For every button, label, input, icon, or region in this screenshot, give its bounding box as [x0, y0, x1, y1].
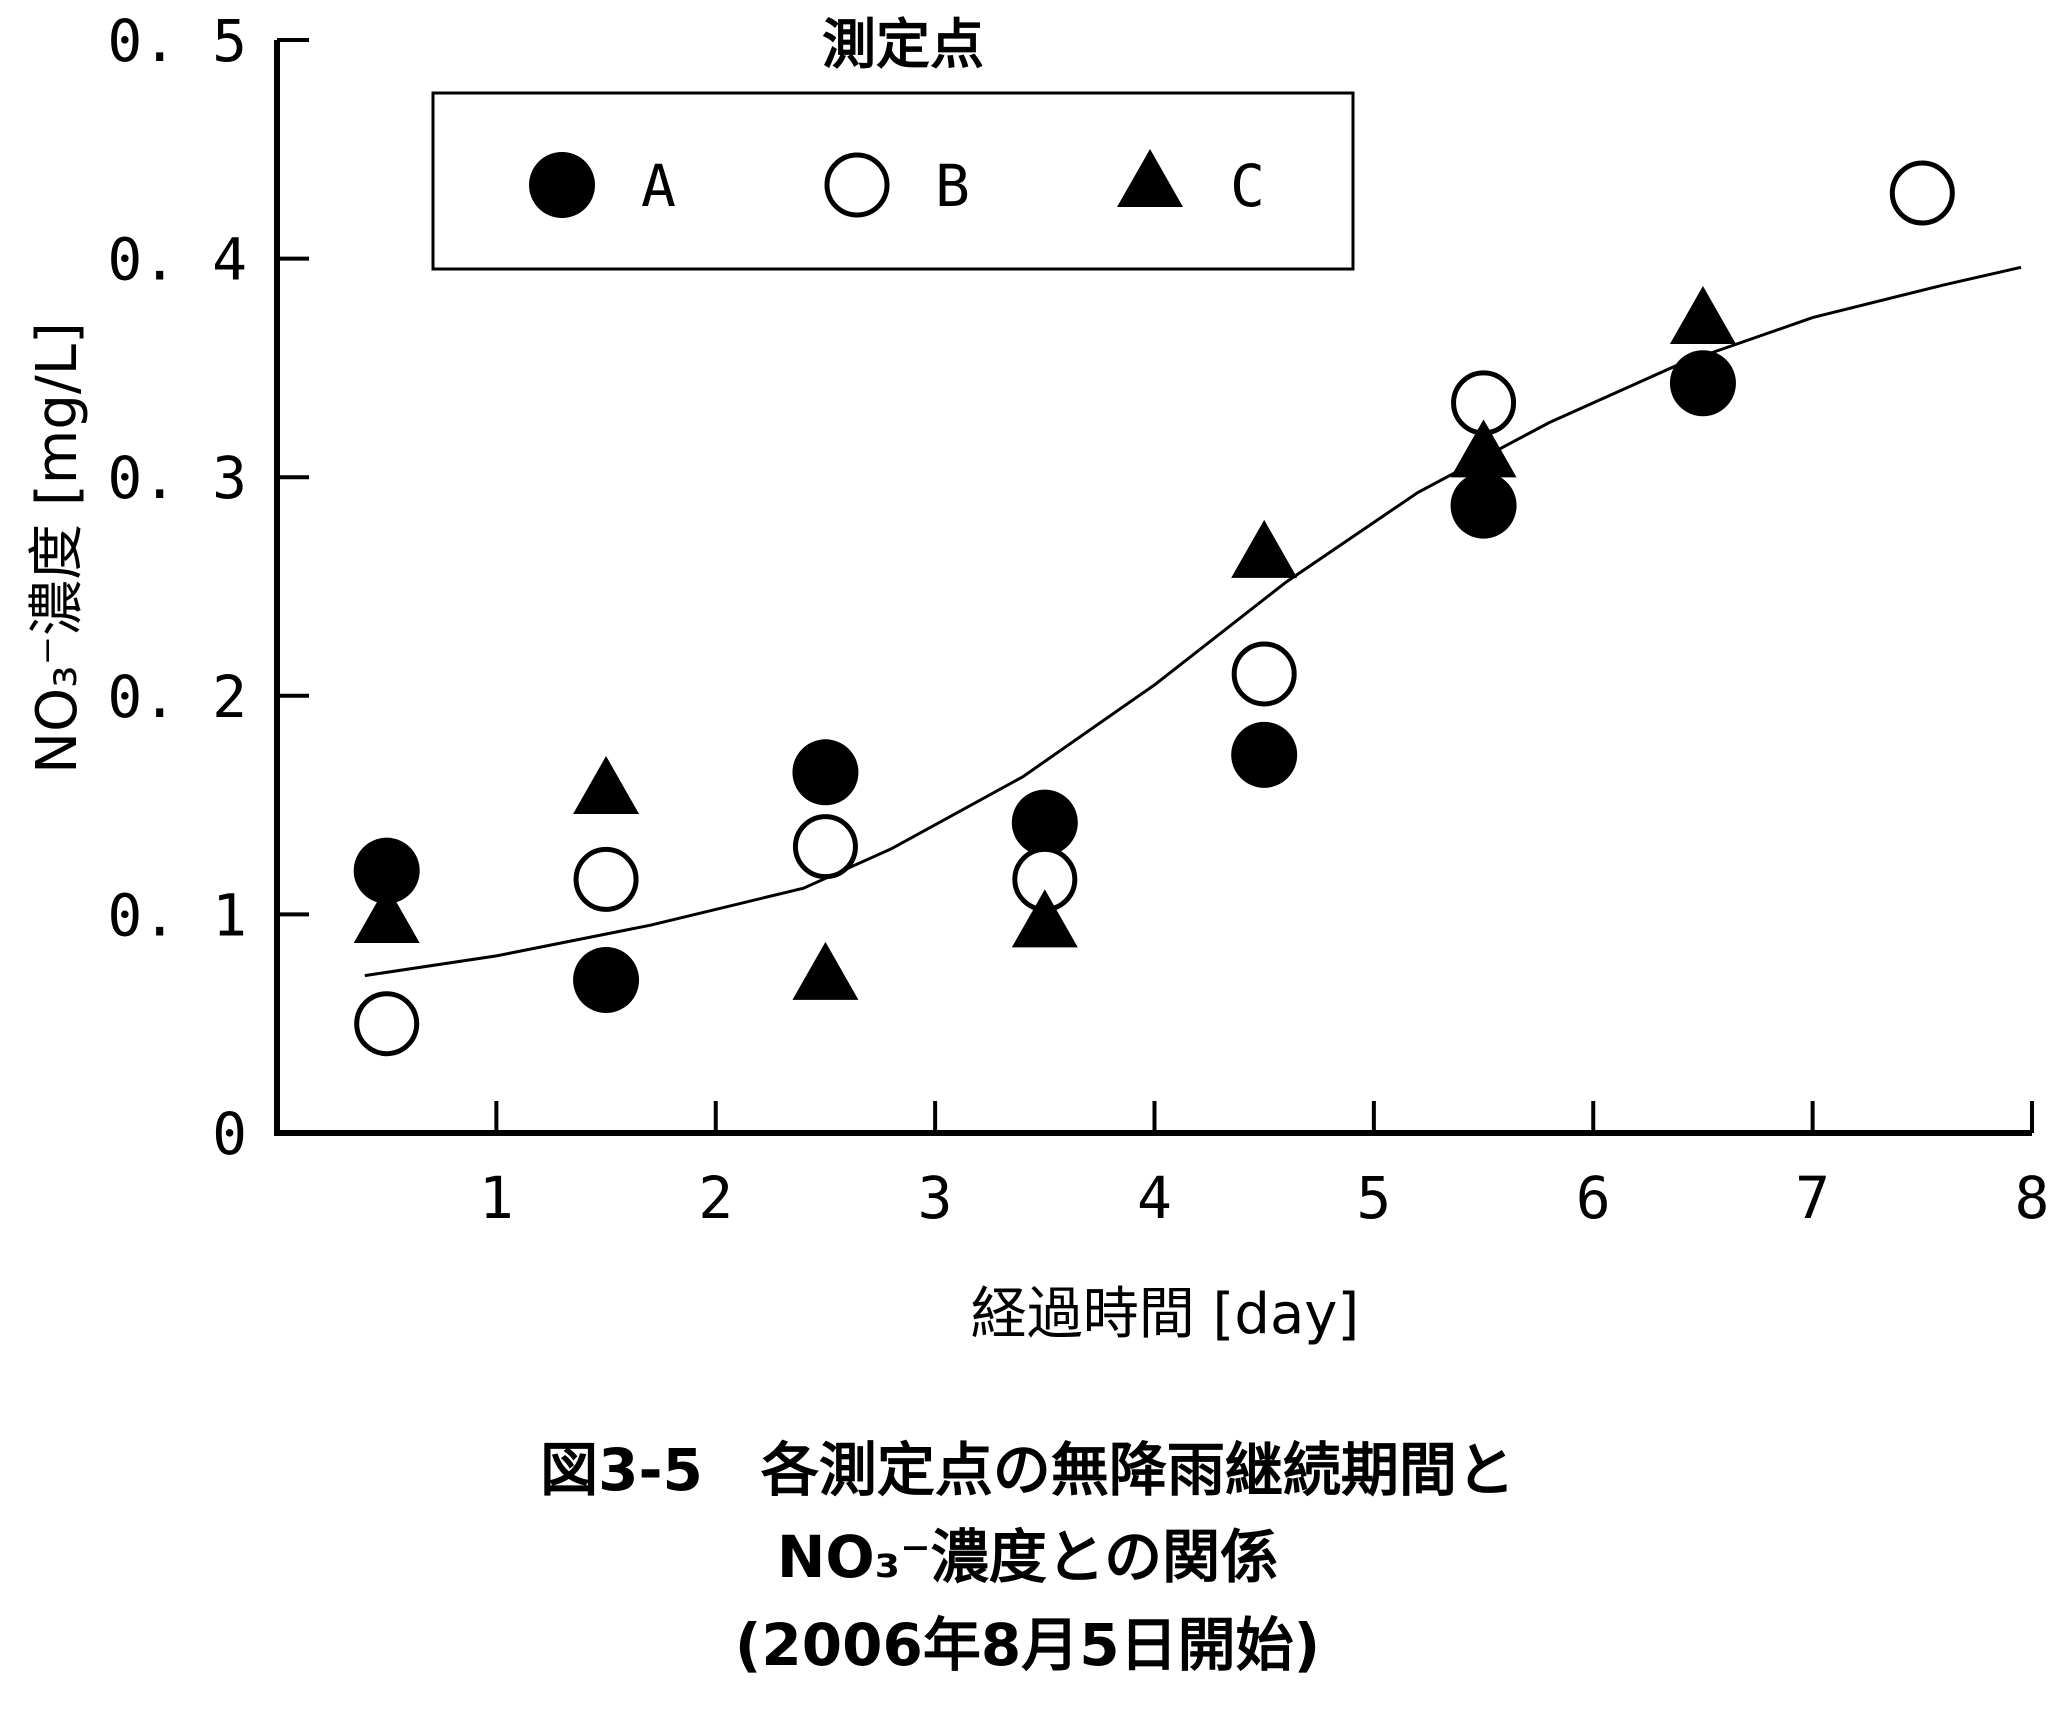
y-ticks: 0 0. 1 0. 2 0. 3 0. 4 0. 5 [107, 7, 309, 1168]
data-point-b [1231, 641, 1297, 707]
y-tick-label: 0. 5 [107, 7, 247, 75]
x-tick-label: 2 [698, 1164, 733, 1232]
data-point-b [354, 991, 420, 1057]
data-point-c [353, 884, 420, 943]
series-markers [353, 160, 1955, 1057]
data-point-b [573, 846, 639, 912]
data-point-a [1231, 721, 1298, 788]
data-point-a [1011, 789, 1078, 856]
x-tick-label: 5 [1356, 1164, 1391, 1232]
data-point-a [353, 837, 420, 904]
y-tick-label: 0. 4 [107, 226, 247, 294]
y-tick-label: 0. 2 [107, 663, 247, 731]
data-point-c [792, 941, 859, 1000]
caption-line-1: 図3-5 各測定点の無降雨継続期間と [540, 1436, 1515, 1504]
data-point-a [1450, 472, 1517, 539]
x-tick-label: 8 [2015, 1164, 2050, 1232]
legend-marker-c [1117, 149, 1183, 208]
x-tick-label: 1 [479, 1164, 514, 1232]
data-point-c [1450, 419, 1517, 478]
data-point-c [1011, 889, 1078, 948]
legend-label-a: A [641, 152, 676, 220]
data-point-a [573, 946, 640, 1013]
data-point-c [573, 756, 640, 815]
data-point-a [792, 739, 859, 806]
y-tick-label: 0. 1 [107, 881, 247, 949]
trend-line [364, 265, 2022, 978]
x-ticks: 1 2 3 4 5 6 7 8 [479, 1101, 2050, 1232]
data-point-c [1669, 286, 1736, 345]
caption-line-2: NO₃⁻濃度との関係 [776, 1523, 1279, 1591]
legend-label-b: B [935, 152, 970, 220]
legend-items: A B C [529, 149, 1265, 220]
legend-title: 測定点 [822, 13, 984, 76]
legend-label-c: C [1230, 152, 1265, 220]
x-tick-label: 7 [1795, 1164, 1830, 1232]
legend-marker-a [529, 152, 595, 218]
x-tick-label: 4 [1137, 1164, 1172, 1232]
x-axis-title: 経過時間 [day] [971, 1282, 1360, 1347]
x-tick-label: 6 [1576, 1164, 1611, 1232]
y-axis-title: NO₃⁻濃度 [mg/L] [25, 322, 90, 774]
legend-marker-b [824, 152, 890, 218]
y-tick-label: 0. 3 [107, 444, 247, 512]
data-point-b [792, 814, 858, 880]
data-point-b [1889, 160, 1955, 226]
y-tick-label: 0 [212, 1100, 247, 1168]
data-point-c [1231, 519, 1298, 578]
data-point-a [1669, 350, 1736, 417]
x-tick-label: 3 [918, 1164, 953, 1232]
caption-line-3: (2006年8月5日開始) [734, 1611, 1321, 1679]
